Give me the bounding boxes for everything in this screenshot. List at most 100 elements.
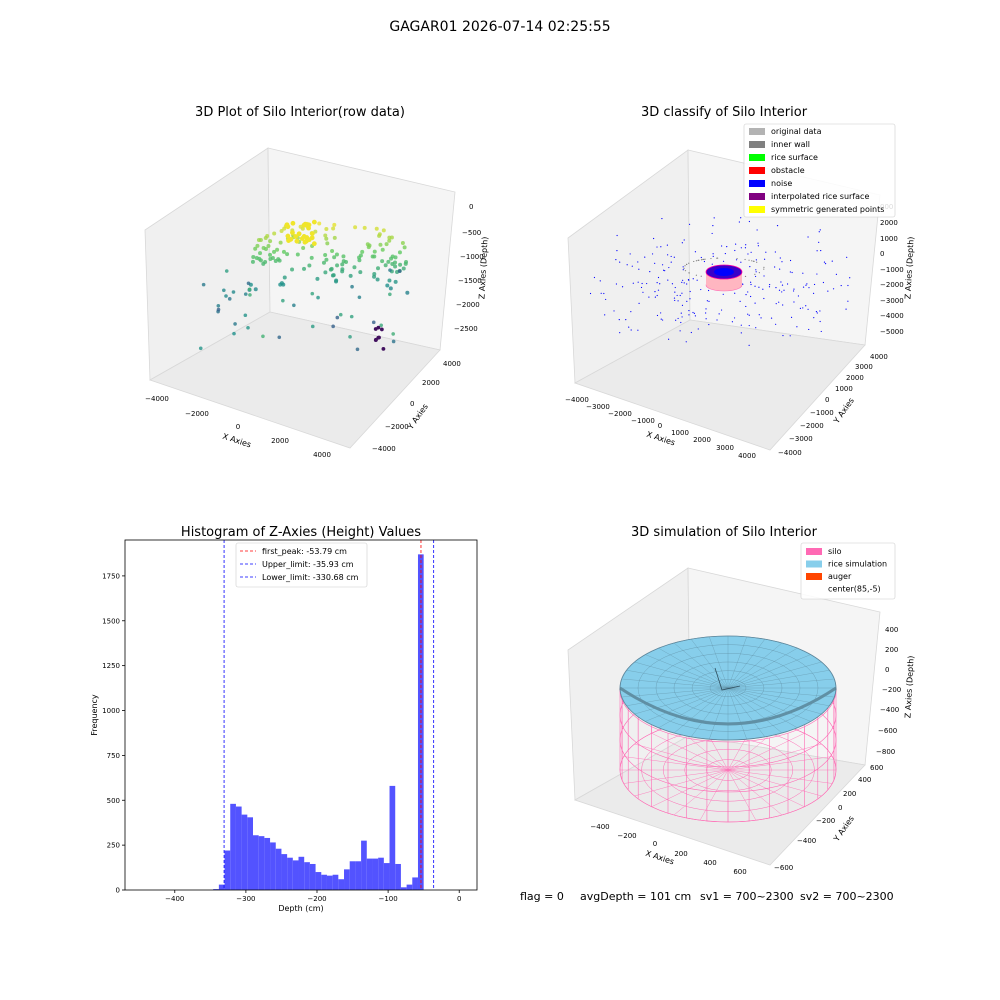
noise-point <box>667 254 669 256</box>
histogram-bar <box>253 835 259 890</box>
tick-label: 1000 <box>671 429 689 437</box>
data-point <box>391 332 395 336</box>
noise-point <box>637 261 639 263</box>
noise-point <box>661 217 663 220</box>
x-tick-label: −100 <box>378 895 397 903</box>
data-point <box>401 266 406 271</box>
wall-point <box>756 261 758 263</box>
noise-point <box>807 236 809 238</box>
noise-point <box>668 338 670 340</box>
wall-point <box>688 272 690 274</box>
data-point <box>222 288 226 293</box>
noise-point <box>789 259 792 262</box>
data-point <box>377 232 382 237</box>
noise-point <box>747 291 749 293</box>
noise-point <box>750 281 752 283</box>
noise-point <box>820 249 822 252</box>
noise-point <box>604 314 606 316</box>
data-point <box>246 281 251 286</box>
noise-point <box>779 268 781 270</box>
legend-label: first_peak: -53.79 cm <box>262 547 347 556</box>
tick-label: 0 <box>825 396 829 404</box>
data-point <box>243 292 248 296</box>
noise-point <box>832 288 835 290</box>
tick-label: −2000 <box>800 422 824 430</box>
noise-point <box>642 291 644 293</box>
sv1-text: sv1 = 700~2300 <box>700 890 794 903</box>
legend-swatch <box>749 193 765 200</box>
tick-label: −200 <box>816 817 835 825</box>
data-point <box>323 233 328 238</box>
data-point <box>372 271 377 276</box>
data-point <box>294 238 300 244</box>
panel-3d-raw: 3D Plot of Silo Interior(row data) −4000… <box>144 105 490 459</box>
histogram-bar <box>315 872 322 890</box>
data-point <box>381 346 386 351</box>
tick-label: 200 <box>674 850 687 858</box>
y-tick-label: 750 <box>107 752 120 760</box>
legend-label: symmetric generated points <box>771 205 884 214</box>
data-point <box>324 236 329 241</box>
noise-point <box>700 256 702 259</box>
rice-mesh <box>645 687 729 722</box>
plot-area <box>125 540 477 890</box>
data-point <box>360 249 365 254</box>
data-point <box>350 284 354 289</box>
noise-point <box>806 283 808 285</box>
y-tick-label: 0 <box>116 887 120 895</box>
noise-point <box>847 284 849 287</box>
noise-point <box>653 237 655 240</box>
rice-mesh <box>690 687 729 737</box>
rice-mesh <box>621 678 729 689</box>
rice-mesh <box>709 636 729 689</box>
noise-point <box>747 313 749 315</box>
noise-point <box>687 279 690 281</box>
histogram-bar <box>326 875 333 890</box>
data-point <box>385 283 390 288</box>
tick-label: −500 <box>462 229 481 237</box>
noise-point <box>638 268 640 270</box>
tick-label: −1000 <box>631 417 655 425</box>
rice-mesh <box>727 636 747 689</box>
noise-point <box>615 258 617 261</box>
sv2-text: sv2 = 700~2300 <box>800 890 894 903</box>
tick-label: 2000 <box>271 437 289 445</box>
histogram-bar <box>349 861 356 890</box>
wall-point <box>758 272 760 274</box>
noise-point <box>816 250 818 252</box>
noise-point <box>696 279 698 281</box>
noise-point <box>593 276 596 279</box>
noise-point <box>780 281 782 283</box>
x-tick-label: −200 <box>307 895 326 903</box>
noise-point <box>731 321 733 323</box>
noise-point <box>815 311 818 313</box>
y-ticks: 0 250 500 750 1000 1250 1500 1750 <box>102 572 125 895</box>
data-point <box>375 277 380 282</box>
data-point <box>387 278 392 283</box>
data-point <box>340 269 345 274</box>
noise-point <box>847 300 849 302</box>
status-footer: flag = 0 avgDepth = 101 cm sv1 = 700~230… <box>520 890 894 903</box>
data-point <box>372 249 377 254</box>
avg-depth-text: avgDepth = 101 cm <box>580 890 691 903</box>
legend-label: Upper_limit: -35.93 cm <box>262 560 354 569</box>
data-point <box>397 250 402 255</box>
noise-point <box>749 266 751 268</box>
legend-label: center(85,-5) <box>828 585 881 594</box>
histogram-bar <box>332 874 339 890</box>
data-point <box>334 252 339 257</box>
rice-mesh <box>645 654 729 689</box>
noise-point <box>692 311 694 314</box>
histogram-bar <box>218 884 225 890</box>
noise-point <box>670 261 672 263</box>
noise-point <box>835 273 837 275</box>
noise-point <box>681 304 684 306</box>
data-point <box>268 252 273 257</box>
noise-point <box>654 296 656 298</box>
data-point <box>348 273 353 278</box>
panel1-points <box>198 219 410 352</box>
data-point <box>344 260 349 265</box>
rice-mesh <box>727 670 830 689</box>
wall-point <box>753 260 755 262</box>
